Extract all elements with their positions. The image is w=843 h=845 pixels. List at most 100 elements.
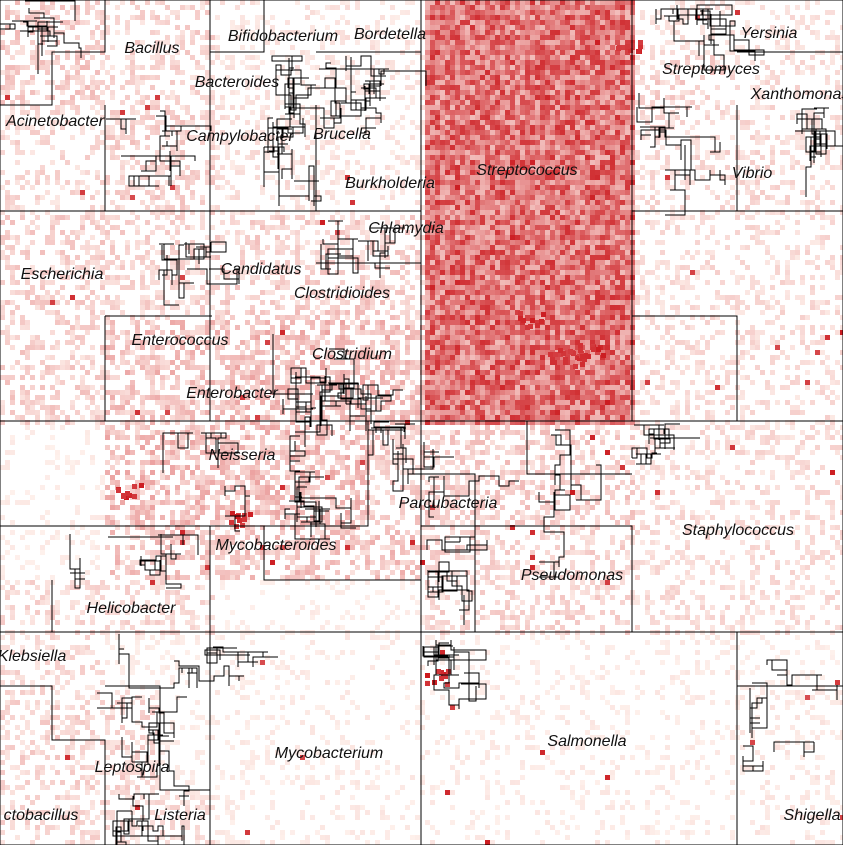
heatmap-cell [490, 290, 495, 295]
heatmap-cell [695, 155, 700, 160]
heatmap-cell [650, 75, 655, 80]
heatmap-cell [45, 135, 50, 140]
heatmap-cell [5, 195, 10, 200]
heatmap-cell [605, 25, 610, 30]
heatmap-cell [580, 115, 585, 120]
heatmap-cell [455, 250, 460, 255]
heatmap-cell [155, 60, 160, 65]
heatmap-cell [140, 10, 145, 15]
heatmap-cell [25, 0, 30, 5]
heatmap-cell [465, 140, 470, 145]
heatmap-cell [335, 80, 340, 85]
heatmap-cell [525, 190, 530, 195]
heatmap-cell [485, 285, 490, 290]
heatmap-cell [565, 120, 570, 125]
heatmap-cell [535, 70, 540, 75]
heatmap-cell [545, 195, 550, 200]
heatmap-cell [540, 35, 545, 40]
heatmap-cell [620, 30, 625, 35]
heatmap-cell [745, 205, 750, 210]
heatmap-cell [600, 140, 605, 145]
heatmap-cell [95, 135, 100, 140]
heatmap-cell [475, 265, 480, 270]
heatmap-cell [255, 175, 260, 180]
heatmap-cell [680, 215, 685, 220]
heatmap-cell [30, 20, 35, 25]
heatmap-cell [165, 275, 170, 280]
heatmap-cell [325, 170, 330, 175]
heatmap-cell [560, 110, 565, 115]
heatmap-cell [540, 25, 545, 30]
heatmap-cell [725, 50, 730, 55]
heatmap-cell [125, 250, 130, 255]
heatmap-cell [450, 85, 455, 90]
heatmap-cell [140, 275, 145, 280]
heatmap-cell [220, 100, 225, 105]
heatmap-cell [450, 155, 455, 160]
heatmap-cell [635, 205, 640, 210]
heatmap-cell [435, 75, 440, 80]
heatmap-cell [470, 165, 475, 170]
heatmap-cell [175, 225, 180, 230]
heatmap-cell [785, 10, 790, 15]
heatmap-cell [470, 55, 475, 60]
heatmap-cell [210, 45, 215, 50]
heatmap-cell [835, 35, 840, 40]
heatmap-cell [820, 245, 825, 250]
heatmap-cell [575, 50, 580, 55]
heatmap-cell [780, 170, 785, 175]
heatmap-cell [445, 240, 450, 245]
heatmap-cell [0, 135, 5, 140]
heatmap-cell [125, 55, 130, 60]
heatmap-cell [565, 265, 570, 270]
heatmap-cell [580, 185, 585, 190]
heatmap-cell [470, 220, 475, 225]
heatmap-cell [530, 90, 535, 95]
heatmap-cell [820, 285, 825, 290]
heatmap-cell [490, 275, 495, 280]
heatmap-cell [485, 225, 490, 230]
heatmap-cell [650, 65, 655, 70]
heatmap-cell [230, 195, 235, 200]
heatmap-cell [615, 125, 620, 130]
heatmap-cell [190, 225, 195, 230]
heatmap-cell [495, 85, 500, 90]
heatmap-cell [430, 285, 435, 290]
heatmap-cell [505, 50, 510, 55]
heatmap-cell [595, 135, 600, 140]
heatmap-cell [615, 220, 620, 225]
heatmap-cell [0, 185, 5, 190]
heatmap-cell [385, 290, 390, 295]
heatmap-cell [220, 265, 225, 270]
heatmap-cell [375, 280, 380, 285]
heatmap-cell [555, 210, 560, 215]
heatmap-cell [435, 195, 440, 200]
heatmap-cell [455, 240, 460, 245]
heatmap-cell [215, 120, 220, 125]
heatmap-cell [480, 70, 485, 75]
heatmap-cell [530, 275, 535, 280]
heatmap-cell [710, 120, 715, 125]
heatmap-cell [300, 155, 305, 160]
heatmap-cell [155, 270, 160, 275]
heatmap-cell [575, 280, 580, 285]
heatmap-cell [340, 105, 345, 110]
heatmap-cell [485, 235, 490, 240]
heatmap-cell [520, 135, 525, 140]
heatmap-cell [420, 30, 425, 35]
heatmap-cell [610, 40, 615, 45]
heatmap-cell [605, 160, 610, 165]
heatmap-cell [455, 125, 460, 130]
heatmap-cell [220, 220, 225, 225]
heatmap-cell [305, 295, 310, 300]
heatmap-cell [565, 230, 570, 235]
heatmap-cell [585, 220, 590, 225]
heatmap-cell [525, 160, 530, 165]
heatmap-cell [135, 215, 140, 220]
heatmap-cell [825, 75, 830, 80]
heatmap-cell [550, 50, 555, 55]
heatmap-cell [530, 40, 535, 45]
heatmap-cell [540, 5, 545, 10]
heatmap-cell [515, 85, 520, 90]
heatmap-cell [510, 275, 515, 280]
